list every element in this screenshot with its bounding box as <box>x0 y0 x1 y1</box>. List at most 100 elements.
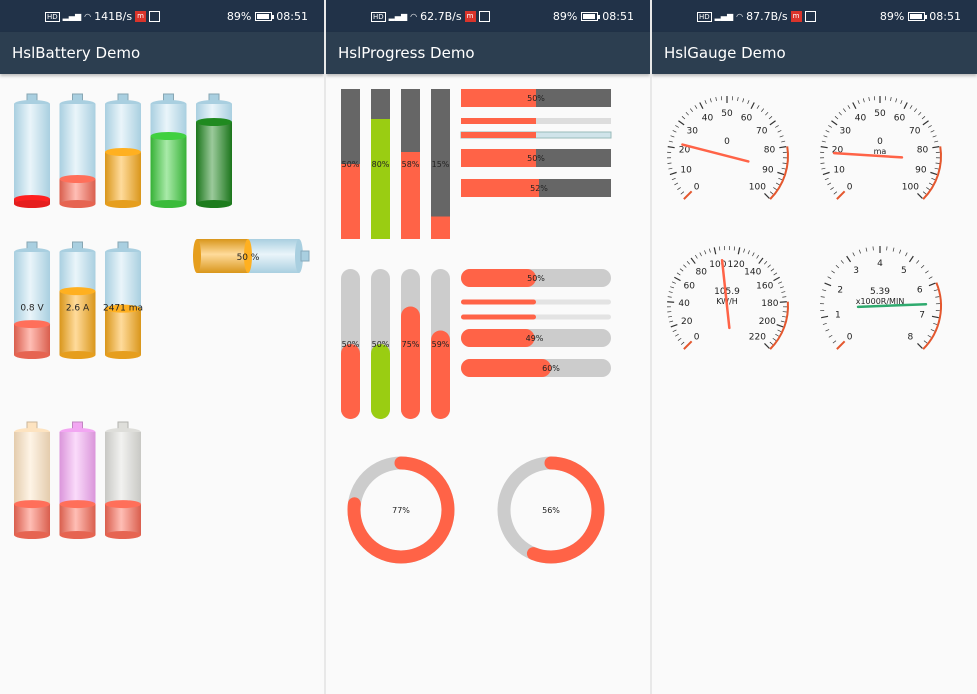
gauge-tick <box>834 116 839 120</box>
gauge-tick <box>840 260 844 264</box>
gauge-tick <box>820 296 825 298</box>
progress-fill <box>371 119 390 239</box>
gauge-tick <box>857 100 860 105</box>
gauge-tick <box>822 289 827 292</box>
progress-label: 50% <box>527 154 545 163</box>
battery-terminal <box>300 250 310 262</box>
gauge-tick <box>708 248 711 253</box>
vertical-progress-bar: 58% <box>401 89 420 239</box>
clock: 08:51 <box>276 10 308 23</box>
gauge-tick <box>932 135 937 138</box>
screen-battery: HD ▂▄▆ ◠ 141B/s m 89% 08:51 HslBattery D… <box>0 0 324 694</box>
progress-label: 50% <box>342 340 360 349</box>
progress-canvas: 50% 80% 58% 15% 50% 50% 52% 50% 50% 75% 59% 50% 49% 6… <box>341 89 612 564</box>
gauge-tick <box>778 177 783 181</box>
battery-bottom <box>150 200 187 208</box>
battery-fill <box>59 291 96 355</box>
gauge-tick <box>704 100 707 105</box>
signal-icon: ▂▄▆ <box>388 12 408 21</box>
gauge-tick <box>718 246 721 251</box>
gauge-tick <box>858 249 861 254</box>
progress-fill <box>461 359 551 377</box>
gauge-tick <box>821 167 826 170</box>
gauge-tick <box>933 289 938 292</box>
gauge-alarm-arc <box>922 146 942 200</box>
progress-fill <box>461 269 536 287</box>
battery-cylinder: 0.8 V <box>14 241 50 359</box>
notification-image-icon <box>149 11 161 22</box>
app-bar: HslBattery Demo <box>0 32 324 74</box>
rounded-horizontal-progress-bar: 49% <box>461 329 611 347</box>
gauge-tick <box>715 96 717 102</box>
gauge-tick-label: 220 <box>749 332 766 342</box>
gauge-readout: 0 <box>877 137 883 147</box>
rounded-vertical-progress-bar: 59% <box>431 269 450 419</box>
notification-app-icon: m <box>464 11 476 22</box>
gauge-tick <box>935 296 940 298</box>
vertical-progress-bar: 80% <box>371 89 390 239</box>
gauge-tick-label: 140 <box>744 268 761 278</box>
gauge-tick <box>764 343 770 349</box>
gauge-tick <box>668 167 673 170</box>
battery-bottom <box>105 200 141 208</box>
progress-label: 59% <box>432 340 450 349</box>
gauge-tick <box>694 105 698 109</box>
progress-fill <box>461 118 536 124</box>
gauge-tick <box>765 112 769 116</box>
gauge-tick <box>905 252 908 257</box>
gauge-tick <box>926 187 930 191</box>
gauge-unit: x1000R/MIN <box>856 297 905 306</box>
gauge-tick <box>756 105 760 109</box>
gauge-tick-label: 0 <box>847 182 853 192</box>
gauge-tick <box>832 340 837 344</box>
circular-progress: 56% <box>497 456 605 564</box>
gauge-tick-label: 100 <box>709 260 726 270</box>
gauge-tick <box>820 162 825 164</box>
gauge-tick <box>768 116 773 120</box>
gauge-tick-label: 40 <box>855 114 867 124</box>
gauge-tick <box>820 146 828 149</box>
battery-label: 50 % <box>237 253 260 263</box>
gauge-tick <box>822 171 830 176</box>
gauge-tick-label: 80 <box>764 145 776 155</box>
progress-label: 50% <box>372 340 390 349</box>
progress-label: 80% <box>372 160 390 169</box>
gauge-tick <box>779 146 787 149</box>
gauge-tick <box>908 255 914 263</box>
battery-cylinder <box>14 421 50 539</box>
rounded-horizontal-progress-bar: 60% <box>461 359 611 377</box>
gauge-tick <box>862 98 865 103</box>
gauge-min-marker <box>683 190 693 200</box>
gauge-tick-label: 20 <box>681 317 693 327</box>
battery-cylinder <box>105 421 141 539</box>
signal-icon: ▂▄▆ <box>714 12 734 21</box>
gauge-tick <box>900 100 903 105</box>
rounded-vertical-progress-bar: 50% <box>371 269 390 419</box>
gauge-tick <box>920 265 925 269</box>
gauge-tick <box>773 187 777 191</box>
divider <box>650 0 652 694</box>
gauge-tick <box>821 140 826 143</box>
battery-label: 0.8 V <box>20 304 44 314</box>
progress-label: 52% <box>530 184 548 193</box>
battery-fill-top <box>59 500 96 509</box>
gauge-tick <box>927 334 932 338</box>
gauge-tick <box>782 296 787 298</box>
battery-fill <box>14 324 50 355</box>
gauge-tick <box>709 98 712 103</box>
clock: 08:51 <box>602 10 634 23</box>
progress-fill <box>461 149 536 167</box>
battery-bottom <box>14 531 50 539</box>
battery-bottom <box>105 351 141 359</box>
status-bar: HD ▂▄▆ ◠ 141B/s m 89% 08:51 <box>0 0 324 32</box>
gauge-tick-label: 3 <box>853 266 859 276</box>
gauge-tick-label: 160 <box>756 281 773 291</box>
gauge-min-marker <box>836 190 846 200</box>
gauge-tick <box>917 193 923 199</box>
gauge-tick-label: 10 <box>680 165 692 175</box>
network-speed: 141B/s <box>94 10 133 23</box>
progress-fill <box>461 299 536 305</box>
gauge-tick <box>669 320 674 323</box>
